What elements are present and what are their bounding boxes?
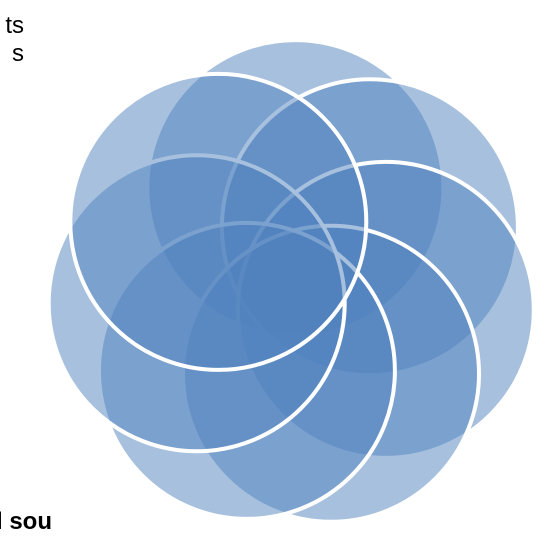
cropped-text-top-line-1: ts (5, 12, 24, 39)
cropped-text-top-line-2: s (12, 40, 24, 67)
rosette-circle-7 (68, 71, 369, 372)
cropped-text-bottom-line: l sou (0, 508, 53, 535)
